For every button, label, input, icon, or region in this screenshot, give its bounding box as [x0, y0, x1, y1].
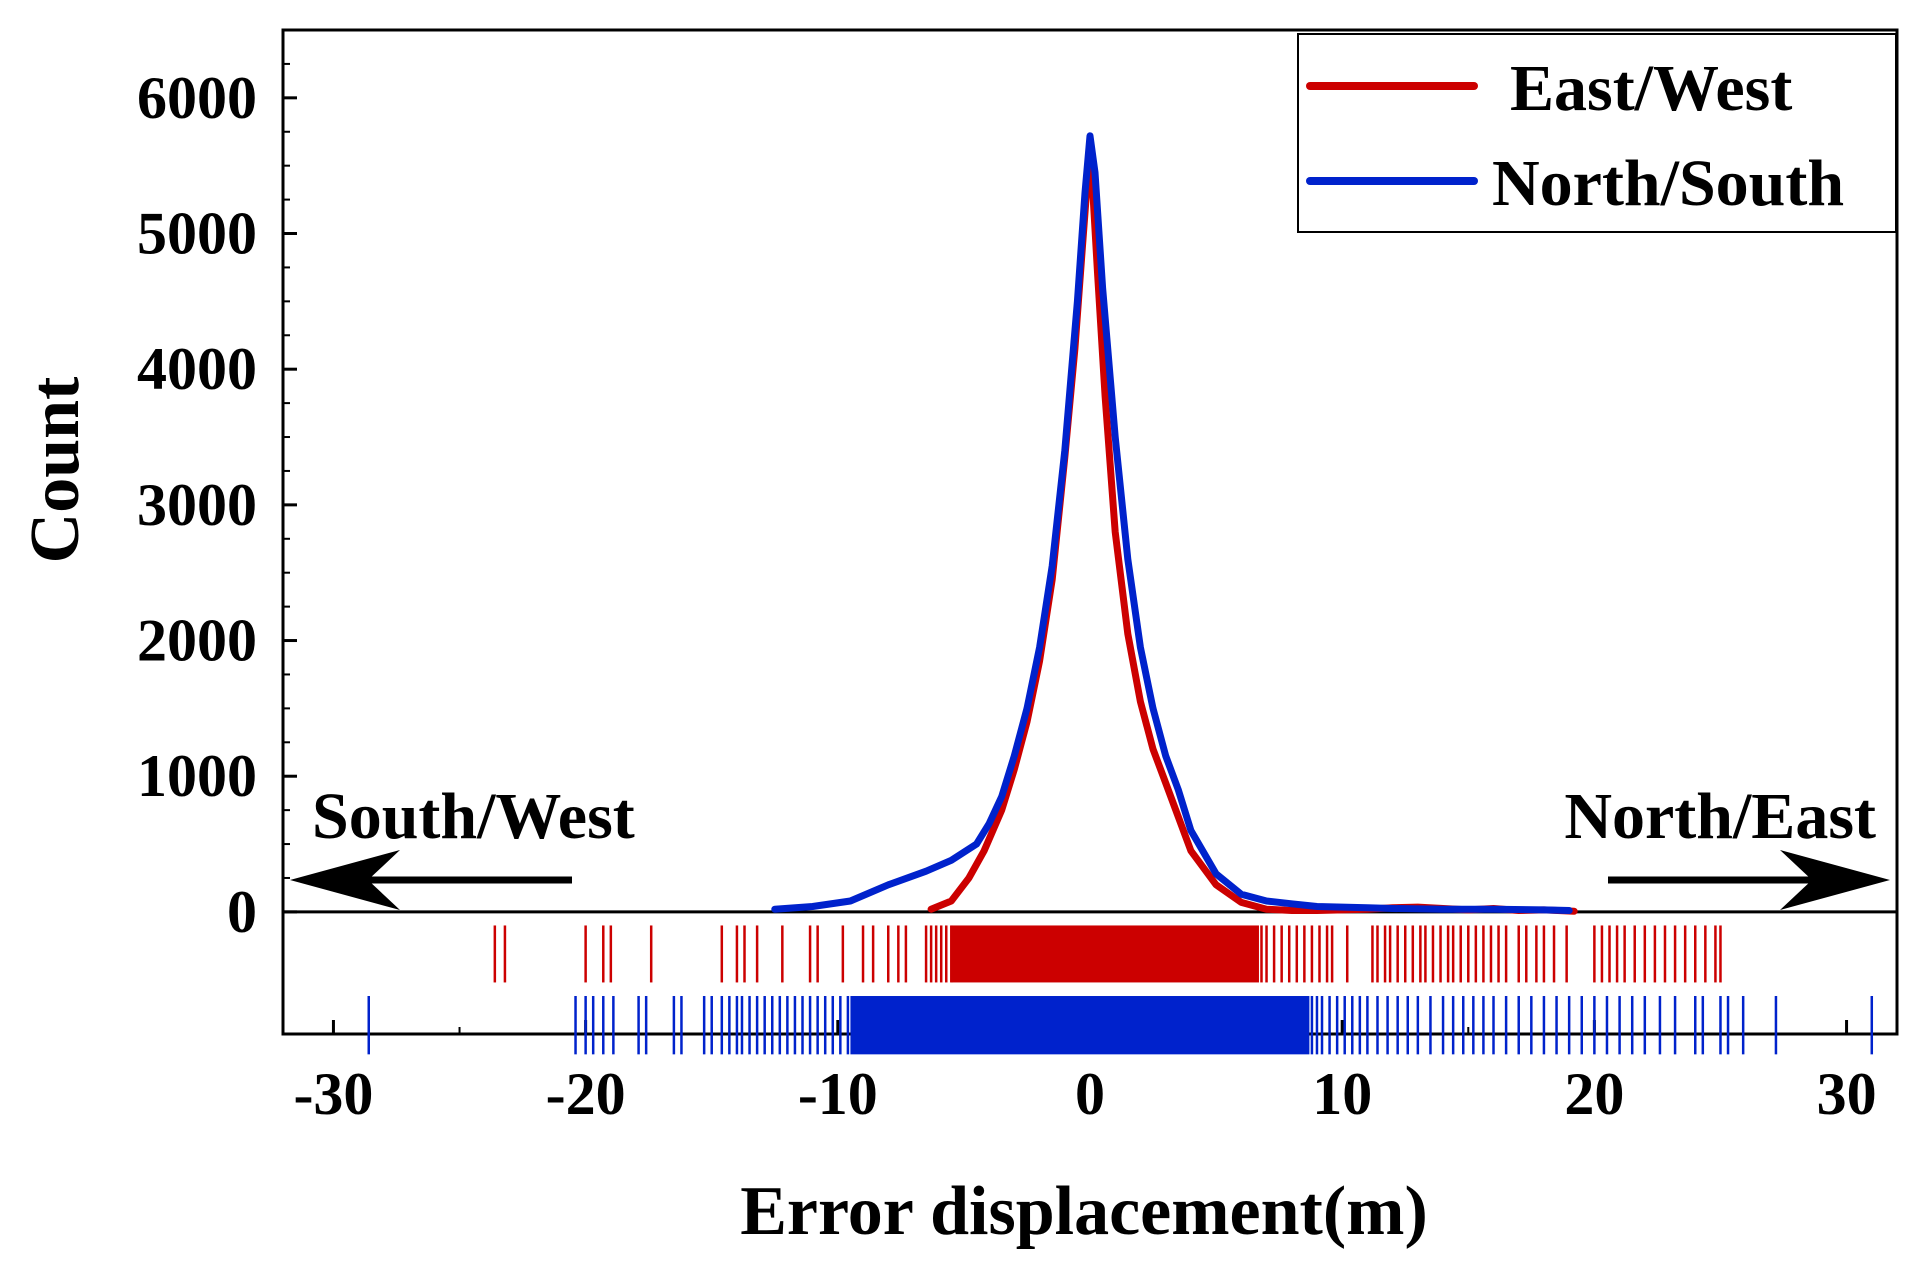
left-arrow	[290, 850, 572, 910]
y-axis-ticks: 0 1000 2000 3000 4000 5000 6000	[137, 62, 297, 945]
legend-box	[1297, 33, 1897, 233]
x-tick-label: -20	[546, 1061, 626, 1127]
y-tick-label: 4000	[137, 336, 257, 402]
x-axis-title: Error displacement(m)	[740, 1173, 1428, 1250]
y-tick-label: 1000	[137, 743, 257, 809]
x-tick-label: -10	[798, 1061, 878, 1127]
right-arrow	[1608, 850, 1890, 910]
x-tick-label: 10	[1312, 1061, 1372, 1127]
y-tick-label: 3000	[137, 472, 257, 538]
legend-label-north-south: North/South	[1492, 147, 1844, 220]
y-axis-title: Count	[17, 377, 94, 564]
x-tick-label: -30	[293, 1061, 373, 1127]
y-tick-label: 2000	[137, 608, 257, 674]
legend: East/West North/South	[1297, 33, 1897, 233]
left-direction-label: South/West	[312, 780, 635, 853]
rug-dense-band	[951, 925, 1259, 983]
series-line-north-south	[771, 132, 1573, 914]
y-tick-label: 6000	[137, 65, 257, 131]
x-axis-ticks: -30 -20 -10 0 10 20 30	[293, 1020, 1877, 1127]
rug-dense-band	[850, 996, 1310, 1055]
rug-plots	[367, 925, 1874, 1055]
x-tick-label: 0	[1075, 1061, 1105, 1127]
y-tick-label: 0	[227, 879, 257, 945]
series-line-east-west	[927, 148, 1578, 915]
x-tick-label: 20	[1564, 1061, 1624, 1127]
series-lines	[771, 132, 1578, 915]
right-direction-label: North/East	[1564, 780, 1876, 853]
y-tick-label: 5000	[137, 201, 257, 267]
x-tick-label: 30	[1817, 1061, 1877, 1127]
legend-label-east-west: East/West	[1510, 52, 1792, 125]
